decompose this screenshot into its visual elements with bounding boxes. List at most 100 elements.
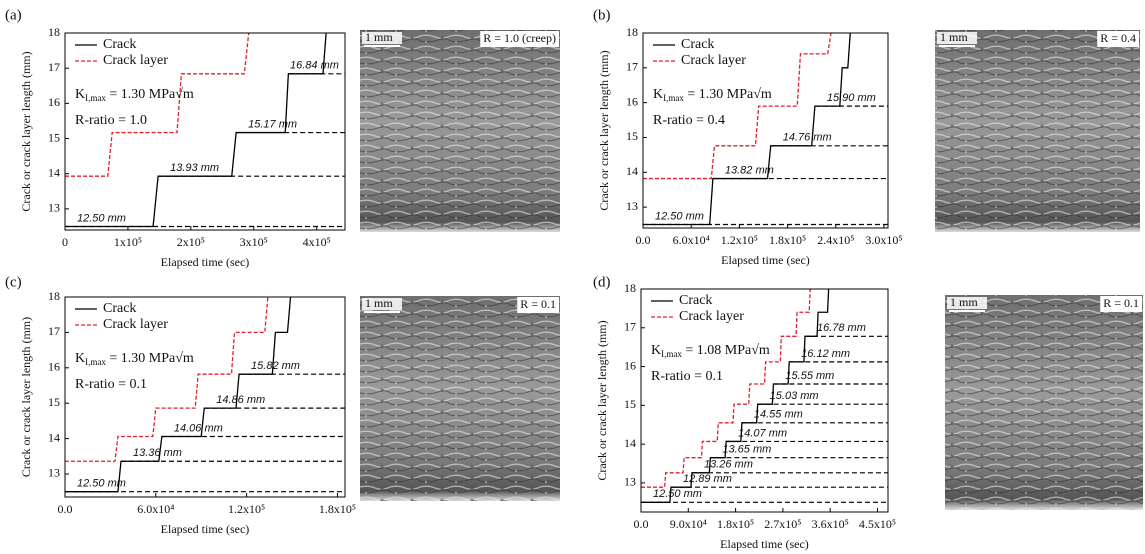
y-tick-label: 13 [48,201,60,215]
level-label: 15.17 mm [248,118,297,130]
image-scale: 1 mm [365,30,393,44]
legend-label: Crack layer [681,53,746,68]
y-tick-label: 14 [624,436,636,450]
legend-label: Crack layer [103,317,168,332]
level-label: 12.50 mm [655,210,704,222]
k-subscript: I,max [85,357,106,367]
level-label: 15.90 mm [827,92,876,104]
panel-label: (b) [593,7,611,23]
level-label: 13.82 mm [725,164,774,176]
y-tick-label: 15 [48,395,60,409]
level-label: 12.50 mm [77,478,126,490]
y-tick-label: 17 [626,60,638,74]
x-tick-label: 0.0 [634,517,649,531]
y-tick-label: 16 [624,358,636,372]
x-tick-label: 1.2x10⁵ [228,502,265,516]
scale-bg [362,32,402,44]
x-tick-label: 4x10⁵ [303,235,331,249]
micrograph-texture [945,295,1143,510]
panel-label: (c) [5,274,22,290]
legend-label: Crack [681,37,714,52]
x-tick-label: 9.0x10⁴ [670,517,707,531]
y-tick-label: 18 [624,281,636,295]
scale-bg [937,32,977,44]
image-scale: 1 mm [940,30,968,44]
level-label: 12.50 mm [77,212,126,224]
x-tick-label: 0 [62,235,68,249]
legend-label: Crack [679,293,712,308]
annotation-r: R-ratio = 0.1 [651,369,723,384]
y-tick-label: 13 [626,199,638,213]
k-symbol: K [651,343,661,358]
k-subscript: I,max [85,93,106,103]
y-axis-label: Crack or crack layer length (mm) [597,50,611,210]
k-symbol: K [75,87,85,102]
x-tick-label: 2.4x10⁵ [817,233,854,247]
annotation-r: R-ratio = 1.0 [75,113,147,128]
image-scale: 1 mm [950,295,978,309]
series-line [65,32,250,177]
k-symbol: K [75,351,85,366]
y-tick-label: 14 [626,164,638,178]
image-scale: 1 mm [365,296,393,310]
y-tick-label: 18 [48,289,60,303]
y-tick-label: 13 [624,475,636,489]
x-tick-label: 3.0x10⁵ [865,233,902,247]
series-line [65,296,269,462]
plot-frame [64,296,346,498]
panel-label: (d) [593,274,611,290]
series-line [65,296,292,493]
x-tick-label: 6.0x10⁴ [137,502,174,516]
panel-label: (a) [5,7,22,23]
annotation-r: R-ratio = 0.4 [653,113,725,128]
k-subscript: I,max [663,93,684,103]
level-label: 16.78 mm [817,322,866,334]
x-tick-label: 1x10⁵ [114,235,142,249]
y-tick-label: 13 [48,466,60,480]
x-tick-label: 0.0 [58,502,73,516]
level-label: 16.12 mm [801,348,850,360]
legend-label: Crack [103,37,136,52]
y-tick-label: 16 [48,360,60,374]
x-tick-label: 1.8x10⁵ [319,502,356,516]
k-text: = 1.30 MPa√m [106,351,194,366]
x-tick-label: 2.7x10⁵ [764,517,801,531]
level-label: 14.86 mm [216,394,265,406]
image-label: R = 0.1 [1103,296,1139,310]
scale-bg [947,297,987,309]
y-tick-label: 16 [48,95,60,109]
level-label: 13.65 mm [722,444,771,456]
x-tick-label: 4.5x10⁵ [859,517,896,531]
level-label: 15.82 mm [251,360,300,372]
image-label-bg [1097,31,1139,47]
x-tick-label: 1.8x10⁵ [769,233,806,247]
series-line [641,288,811,488]
y-tick-label: 17 [624,320,636,334]
plot-frame [64,32,346,231]
y-tick-label: 14 [48,165,60,179]
level-label: 13.26 mm [704,459,753,471]
legend-label: Crack [103,301,136,316]
level-label: 16.84 mm [290,60,339,72]
y-tick-label: 15 [624,397,636,411]
series-line [643,32,851,226]
level-label: 12.89 mm [683,473,732,485]
x-tick-label: 0.0 [636,233,651,247]
image-label: R = 1.0 (creep) [483,31,556,45]
y-axis-label: Crack or crack layer length (mm) [595,320,609,480]
annotation-k: KI,max = 1.30 MPa√m [75,87,194,103]
k-text: = 1.30 MPa√m [684,87,772,102]
y-tick-label: 14 [48,430,60,444]
level-label: 12.50 mm [653,488,702,500]
y-axis-label: Crack or crack layer length (mm) [19,51,33,211]
legend-label: Crack layer [103,53,168,68]
series-line [65,32,327,228]
y-tick-label: 17 [48,324,60,338]
x-tick-label: 3x10⁵ [240,235,268,249]
image-label-bg [517,297,559,313]
y-tick-label: 15 [626,129,638,143]
x-axis-label: Elapsed time (sec) [721,253,810,267]
series-line [641,288,830,503]
image-label-bg [480,31,559,47]
